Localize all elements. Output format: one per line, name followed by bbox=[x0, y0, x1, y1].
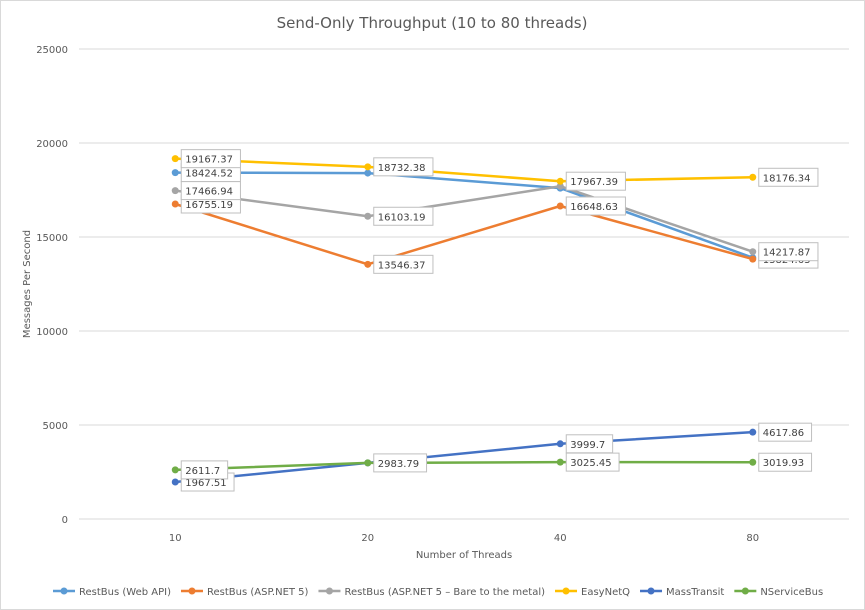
legend-marker bbox=[562, 587, 570, 595]
data-point bbox=[171, 169, 179, 177]
data-point bbox=[749, 458, 757, 466]
data-point bbox=[364, 169, 372, 177]
data-point bbox=[749, 173, 757, 181]
legend-label: NServiceBus bbox=[760, 587, 823, 598]
x-tick-label: 10 bbox=[169, 533, 182, 544]
x-tick-label: 20 bbox=[361, 533, 374, 544]
data-label: 18732.38 bbox=[378, 163, 426, 174]
data-label-box: 2983.79 bbox=[373, 453, 428, 473]
data-label: 13546.37 bbox=[378, 260, 426, 271]
data-label-box: 19167.37 bbox=[180, 149, 241, 169]
y-tick-label: 5000 bbox=[43, 421, 68, 432]
data-label-box: 18732.38 bbox=[373, 157, 434, 177]
legend-label: MassTransit bbox=[666, 587, 724, 598]
data-label: 4617.86 bbox=[763, 428, 804, 439]
data-point bbox=[749, 428, 757, 436]
data-point bbox=[556, 202, 564, 210]
x-tick-label: 80 bbox=[746, 533, 759, 544]
data-label-box: 17967.39 bbox=[565, 171, 626, 191]
data-label-box: 4617.86 bbox=[758, 422, 813, 442]
data-label-box: 3999.7 bbox=[565, 434, 614, 454]
x-axis-title: Number of Threads bbox=[416, 550, 512, 561]
legend-item: NServiceBus bbox=[734, 587, 823, 598]
data-label: 17967.39 bbox=[570, 177, 618, 188]
data-label-box: 14217.87 bbox=[758, 242, 819, 262]
data-label: 3999.7 bbox=[570, 440, 605, 451]
data-label: 16648.63 bbox=[570, 202, 618, 213]
data-label: 2611.7 bbox=[185, 466, 220, 477]
data-point bbox=[171, 200, 179, 208]
y-axis-title: Messages Per Second bbox=[22, 230, 33, 338]
y-tick-label: 15000 bbox=[36, 233, 68, 244]
legend-marker bbox=[325, 587, 333, 595]
data-point bbox=[749, 248, 757, 256]
legend-item: RestBus (ASP.NET 5) bbox=[180, 587, 309, 598]
data-label: 16755.19 bbox=[185, 200, 233, 211]
data-label-box: 2611.7 bbox=[180, 460, 229, 480]
data-point bbox=[364, 163, 372, 171]
data-label: 19167.37 bbox=[185, 155, 233, 166]
data-label-box: 18176.34 bbox=[758, 167, 819, 187]
legend-label: RestBus (ASP.NET 5) bbox=[207, 587, 309, 598]
data-label-box: 13546.37 bbox=[373, 254, 434, 274]
data-label: 18176.34 bbox=[763, 173, 811, 184]
legend-item: EasyNetQ bbox=[555, 587, 630, 598]
data-label: 2983.79 bbox=[378, 459, 419, 470]
legend-label: EasyNetQ bbox=[581, 587, 630, 598]
legend-label: RestBus (Web API) bbox=[79, 587, 171, 598]
x-tick-label: 40 bbox=[554, 533, 567, 544]
data-point bbox=[364, 260, 372, 268]
legend-item: RestBus (Web API) bbox=[53, 587, 171, 598]
legend-item: RestBus (ASP.NET 5 – Bare to the metal) bbox=[318, 587, 545, 598]
series-line bbox=[175, 171, 754, 259]
y-tick-label: 20000 bbox=[36, 139, 68, 150]
legend-marker bbox=[188, 587, 196, 595]
data-label-box: 16103.19 bbox=[373, 206, 434, 226]
series-line bbox=[175, 184, 754, 253]
legend-marker bbox=[60, 587, 68, 595]
data-label: 14217.87 bbox=[763, 248, 811, 259]
y-tick-label: 0 bbox=[62, 515, 68, 526]
legend-label: RestBus (ASP.NET 5 – Bare to the metal) bbox=[344, 587, 545, 598]
data-label-box: 17466.94 bbox=[180, 181, 241, 201]
data-point bbox=[556, 177, 564, 185]
data-point bbox=[556, 458, 564, 466]
data-label-box: 3025.45 bbox=[565, 452, 620, 472]
data-point bbox=[171, 187, 179, 195]
legend-marker bbox=[647, 587, 655, 595]
data-label: 3019.93 bbox=[763, 458, 804, 469]
legend-item: MassTransit bbox=[640, 587, 724, 598]
data-label: 3025.45 bbox=[570, 458, 611, 469]
data-point bbox=[171, 478, 179, 486]
data-point bbox=[556, 182, 564, 190]
data-point bbox=[364, 212, 372, 220]
data-label-box: 3019.93 bbox=[758, 452, 813, 472]
data-point bbox=[749, 255, 757, 263]
data-label: 16103.19 bbox=[378, 212, 426, 223]
chart-title: Send-Only Throughput (10 to 80 threads) bbox=[277, 14, 588, 32]
data-label: 17466.94 bbox=[185, 187, 233, 198]
legend-marker bbox=[741, 587, 749, 595]
data-point bbox=[171, 466, 179, 474]
series-line bbox=[175, 460, 753, 472]
series-line bbox=[175, 157, 753, 183]
data-point bbox=[556, 440, 564, 448]
data-point bbox=[171, 155, 179, 163]
data-label: 18424.52 bbox=[185, 169, 233, 180]
series-line bbox=[175, 430, 753, 484]
data-point bbox=[364, 459, 372, 467]
y-tick-label: 25000 bbox=[36, 45, 68, 56]
series-line bbox=[174, 202, 754, 266]
data-label-box: 16648.63 bbox=[565, 196, 626, 216]
y-tick-label: 10000 bbox=[36, 327, 68, 338]
data-label: 1967.51 bbox=[185, 478, 226, 489]
